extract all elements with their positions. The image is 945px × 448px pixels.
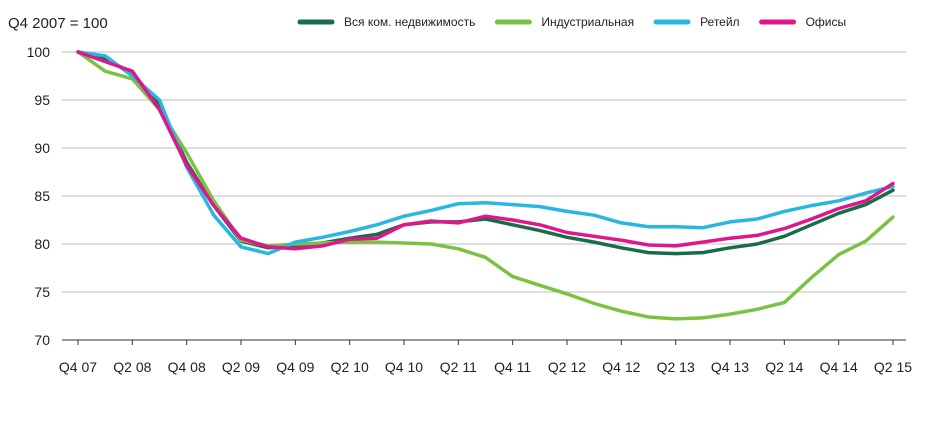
series-line-4 (76, 50, 895, 251)
x-tick-label: Q4 12 (602, 359, 640, 375)
x-tick-label: Q4 13 (711, 359, 749, 375)
x-tick-label: Q2 10 (331, 359, 369, 375)
x-tick-label: Q2 09 (222, 359, 260, 375)
y-tick-label: 90 (34, 140, 50, 156)
series-lines (76, 50, 895, 321)
y-tick-label: 70 (34, 332, 50, 348)
y-tick-label: 100 (27, 44, 51, 60)
legend-label: Индустриальная (541, 15, 634, 29)
legend-label: Офисы (806, 15, 847, 29)
series-line-1 (76, 50, 895, 256)
x-tick-label: Q4 10 (385, 359, 423, 375)
x-axis-ticks: Q4 07 Q2 08 Q4 08 Q2 09 Q4 09 Q2 10 Q4 10 Q2 11… (59, 340, 912, 375)
x-tick-label: Q4 14 (820, 359, 858, 375)
legend-label: Ретейл (700, 15, 740, 29)
x-tick-label: Q4 09 (276, 359, 314, 375)
legend: Вся ком. недвижимость Индустриальная Ретей… (297, 15, 847, 29)
y-tick-label: 95 (34, 92, 50, 108)
y-axis-title: Q4 2007 = 100 (8, 15, 108, 32)
x-tick-label: Q2 08 (113, 359, 151, 375)
y-tick-label: 85 (34, 188, 50, 204)
x-tick-label: Q2 12 (548, 359, 586, 375)
x-tick-label: Q2 13 (657, 359, 695, 375)
y-axis-ticks: 70 75 80 85 90 95 100 (27, 44, 51, 348)
legend-item-3: Ретейл (653, 15, 740, 29)
y-tick-label: 80 (34, 236, 50, 252)
x-tick-label: Q2 11 (440, 359, 477, 375)
series-line-2 (76, 50, 895, 321)
series-line-3 (76, 50, 895, 256)
x-tick-label: Q2 14 (765, 359, 803, 375)
legend-item-4: Офисы (759, 15, 847, 29)
legend-label: Вся ком. недвижимость (344, 15, 475, 29)
gridlines (62, 51, 906, 341)
x-tick-label: Q4 08 (168, 359, 206, 375)
x-tick-label: Q4 11 (494, 359, 531, 375)
legend-item-1: Вся ком. недвижимость (297, 15, 475, 29)
y-tick-label: 75 (34, 284, 50, 300)
x-tick-label: Q2 15 (874, 359, 912, 375)
legend-item-2: Индустриальная (494, 15, 634, 29)
x-tick-label: Q4 07 (59, 359, 97, 375)
